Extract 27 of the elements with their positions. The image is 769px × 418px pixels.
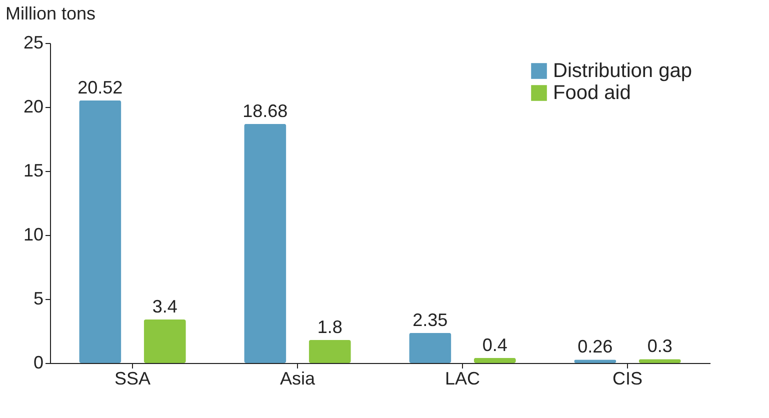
y-axis-title: Million tons [6, 4, 96, 24]
x-tick-label: LAC [444, 368, 480, 388]
y-tick-label: 10 [23, 224, 44, 244]
data-label: 18.68 [242, 100, 288, 121]
data-label: 1.8 [317, 316, 342, 337]
x-tick-label: CIS [612, 368, 643, 388]
x-tick-label: Asia [280, 368, 316, 388]
data-label: 0.26 [578, 336, 613, 357]
x-tick-label: SSA [114, 368, 151, 388]
y-tick-label: 15 [23, 160, 44, 180]
data-label: 3.4 [152, 296, 178, 316]
bar [244, 124, 286, 363]
data-label: 2.35 [412, 310, 448, 330]
bar [144, 319, 186, 363]
data-label: 20.52 [78, 77, 123, 98]
bar [409, 332, 452, 363]
bar [474, 358, 516, 363]
y-tick-label: 5 [33, 288, 44, 308]
bar [79, 100, 122, 363]
y-tick-label: 20 [23, 96, 44, 116]
y-tick-label: 25 [23, 32, 44, 52]
y-tick-label: 0 [33, 352, 44, 372]
bar [308, 340, 351, 363]
legend-label: Distribution gap [553, 60, 692, 82]
data-label: 0.4 [482, 334, 508, 355]
data-label: 0.3 [647, 336, 672, 356]
legend-label: Food aid [553, 82, 631, 104]
